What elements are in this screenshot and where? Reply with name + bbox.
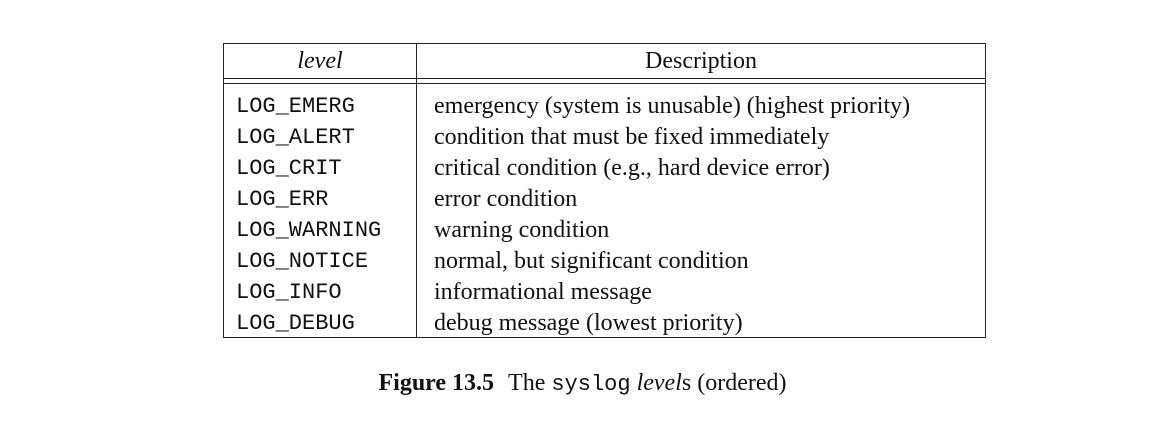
level-cell: LOG_WARNING [236, 218, 382, 243]
column-divider [416, 44, 417, 337]
level-cell: LOG_NOTICE [236, 249, 369, 274]
description-cell: debug message (lowest priority) [434, 310, 743, 336]
description-cell: warning condition [434, 217, 610, 243]
description-cell: normal, but significant condition [434, 248, 749, 274]
level-cell: LOG_EMERG [236, 94, 355, 119]
table-row: LOG_EMERG emergency (system is unusable)… [224, 91, 985, 122]
caption-code: syslog [551, 372, 631, 397]
table-header-row: level Description [224, 44, 985, 79]
level-cell: LOG_CRIT [236, 156, 342, 181]
table-row: LOG_WARNING warning condition [224, 215, 985, 246]
description-cell: error condition [434, 186, 578, 212]
caption-text-pre: The [508, 370, 552, 396]
figure-caption: Figure 13.5 The syslog levels (ordered) [0, 370, 1165, 397]
description-cell: critical condition (e.g., hard device er… [434, 155, 830, 181]
syslog-levels-table: level Description LOG_EMERG emergency (s… [223, 43, 986, 338]
level-cell: LOG_INFO [236, 280, 342, 305]
table-row: LOG_DEBUG debug message (lowest priority… [224, 308, 985, 339]
header-level: level [297, 48, 343, 74]
header-rule-top [224, 78, 985, 79]
table-row: LOG_ERR error condition [224, 184, 985, 215]
description-cell: informational message [434, 279, 652, 305]
level-cell: LOG_DEBUG [236, 311, 355, 336]
level-cell: LOG_ERR [236, 187, 329, 212]
table-row: LOG_CRIT critical condition (e.g., hard … [224, 153, 985, 184]
figure-label: Figure 13.5 [378, 370, 495, 396]
header-rule-bottom [224, 83, 985, 84]
caption-text-post: s (ordered) [681, 370, 787, 396]
table-body: LOG_EMERG emergency (system is unusable)… [224, 91, 985, 339]
table-row: LOG_ALERT condition that must be fixed i… [224, 122, 985, 153]
header-description: Description [645, 48, 757, 74]
description-cell: condition that must be fixed immediately [434, 124, 830, 150]
table-row: LOG_NOTICE normal, but significant condi… [224, 246, 985, 277]
level-cell: LOG_ALERT [236, 125, 355, 150]
caption-italic: level [636, 370, 682, 396]
description-cell: emergency (system is unusable) (highest … [434, 93, 911, 119]
table-row: LOG_INFO informational message [224, 277, 985, 308]
